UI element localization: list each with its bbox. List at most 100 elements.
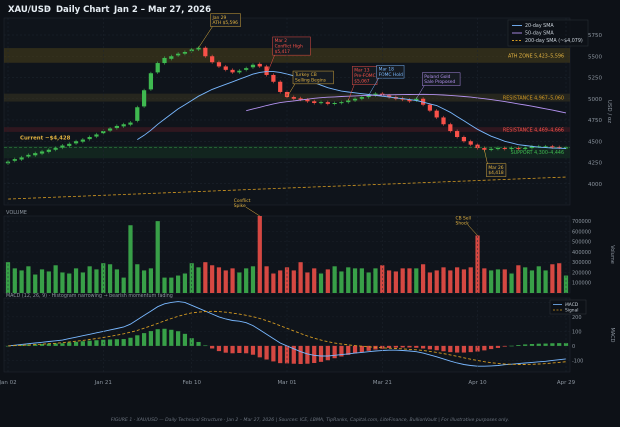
candle-body	[441, 117, 446, 125]
macd-histogram-bar	[264, 345, 269, 360]
candle-body	[325, 102, 330, 104]
annotation-text: Mar 26	[488, 165, 503, 171]
candle-body	[312, 101, 317, 103]
volume-bar	[162, 277, 167, 293]
macd-histogram-bar	[468, 345, 473, 353]
macd-histogram-bar	[455, 345, 460, 353]
x-tick-label: Apr 29	[557, 380, 576, 386]
volume-tick-label: 500000	[572, 240, 591, 246]
zone-band	[4, 145, 570, 159]
legend-box	[549, 299, 587, 315]
candle-body	[461, 137, 467, 142]
candle-body	[332, 103, 337, 104]
candle-body	[182, 52, 188, 54]
macd-histogram-bar	[121, 339, 126, 346]
x-tick-label: Jan 02	[0, 380, 17, 386]
volume-bar	[223, 270, 228, 293]
macd-histogram-bar	[114, 339, 119, 346]
price-tick-label: 5250	[588, 76, 602, 82]
macd-histogram-bar	[325, 345, 330, 361]
price-tick-label: 5750	[588, 33, 602, 39]
sma200-line	[7, 176, 567, 200]
volume-bar	[523, 267, 528, 293]
volume-bar	[128, 225, 133, 293]
volume-tick-label: 700000	[572, 219, 591, 225]
volume-bar	[339, 271, 344, 293]
figure-caption: FIGURE 1 · XAU/USD — Daily Technical Str…	[111, 417, 509, 423]
annotation-text: $5,417	[275, 49, 291, 55]
annotation-pointer	[198, 26, 213, 48]
macd-histogram-bar	[502, 345, 507, 347]
macd-tick-label: 100	[572, 329, 582, 335]
svg-text:·: ·	[46, 5, 49, 15]
macd-axis-label: MACD	[609, 328, 615, 343]
annotation-text: $5,067	[354, 78, 370, 84]
macd-histogram-bar	[196, 341, 201, 346]
candle-body	[169, 56, 174, 59]
candle-body	[448, 124, 453, 132]
annotation-text: Turkey CB	[294, 72, 317, 78]
volume-tick-label: 400000	[572, 250, 591, 256]
legend-entry: 200-day SMA (~$4,079)	[525, 38, 583, 44]
volume-bar	[141, 270, 147, 293]
annotation-text: Jan 29	[212, 15, 227, 21]
candle-body	[67, 143, 72, 146]
x-tick-label: Mar 21	[373, 380, 392, 386]
price-axis-label: USD / oz	[606, 100, 612, 123]
macd-histogram-bar	[46, 343, 51, 346]
candle-body	[53, 148, 58, 150]
volume-bar	[39, 269, 45, 293]
candle-body	[196, 47, 201, 50]
macd-histogram-bar	[230, 345, 235, 354]
legend-entry: 20-day SMA	[525, 23, 554, 29]
macd-histogram-bar	[291, 345, 296, 364]
sma50-line	[246, 93, 567, 114]
volume-bar	[230, 268, 235, 293]
annotation-text: Conflict High	[275, 43, 303, 49]
macd-histogram-bar	[332, 345, 337, 359]
macd-histogram-bar	[427, 345, 433, 350]
annotation-pointer	[348, 84, 355, 101]
volume-bar	[461, 269, 467, 293]
x-tick-label: Jan 21	[94, 380, 112, 386]
candle-body	[135, 107, 140, 121]
volume-bar	[80, 272, 85, 293]
volume-tick-label: 600000	[572, 229, 591, 235]
macd-histogram-bar	[73, 341, 79, 346]
volume-bar	[291, 270, 296, 293]
candle-body	[557, 147, 562, 149]
candle-body	[502, 148, 507, 150]
macd-histogram-bar	[489, 345, 494, 350]
candle-body	[60, 145, 65, 148]
macd-histogram-bar	[67, 342, 72, 346]
volume-bar	[155, 221, 160, 293]
macd-histogram-bar	[53, 343, 58, 346]
volume-bar	[196, 267, 201, 293]
chart-title: XAU/USD · Daily Chart · Jan 2 – Mar 27, …	[8, 5, 211, 15]
macd-histogram-bar	[60, 343, 65, 346]
volume-bar	[557, 263, 562, 293]
annotation-text: $4,418	[488, 170, 504, 176]
volume-bar	[325, 269, 330, 293]
volume-bar	[87, 266, 92, 293]
macd-histogram-bar	[461, 345, 467, 353]
candle-body	[80, 139, 85, 142]
macd-tick-label: 0	[572, 344, 575, 350]
volume-bar	[298, 262, 303, 293]
macd-histogram-bar	[148, 331, 154, 346]
macd-histogram-bar	[400, 345, 405, 348]
price-tick-label: 4000	[588, 182, 602, 188]
annotation-pointer	[286, 83, 296, 98]
macd-histogram-bar	[352, 345, 358, 354]
annotation-text: Mar 2	[275, 38, 288, 44]
macd-histogram-bar	[203, 345, 208, 347]
annotation-text: Selling Begins	[295, 77, 327, 83]
candle-body	[148, 73, 154, 90]
macd-histogram-bar	[128, 337, 133, 346]
candle-body	[73, 141, 79, 144]
volume-bar	[414, 268, 419, 293]
volume-bar	[455, 267, 460, 293]
